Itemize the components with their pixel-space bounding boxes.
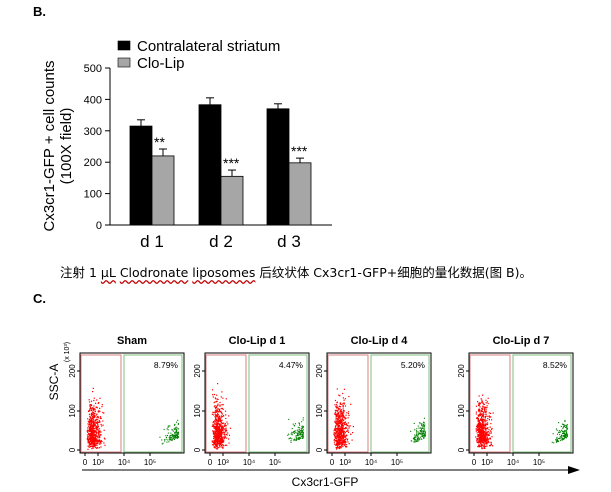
- flow-gate-percent: 8.79%: [154, 360, 179, 370]
- bar-clo-lip-3: [288, 162, 312, 226]
- bar-clo-lip-1: [151, 155, 175, 226]
- caption-text-6: liposomes: [192, 265, 256, 280]
- flow-y-tick-label: 100: [193, 404, 202, 418]
- flow-gate-positive: [370, 354, 430, 453]
- bar-chart: 0 100 200 300 400 500 ** d 1 *** d 2 *** d 3 Contr…: [41, 38, 332, 251]
- flow-y-tick-label: 200: [193, 364, 202, 378]
- flow-cytometry-chart: Sham 8.79% 0 100 200 0 10³ 10⁴ 10⁵ Clo-Lip d 1 4.4…: [47, 335, 580, 489]
- flow-panel-2: Clo-Lip d 1 4.47% 0 100 200 0 10³ 10⁴ 10⁵: [193, 335, 310, 467]
- flow-y-tick-label: 0: [315, 447, 324, 452]
- flow-gate-positive: [123, 354, 183, 453]
- flow-y-tick-label: 0: [193, 447, 202, 452]
- flow-scatter-points: [475, 394, 569, 450]
- flow-panel-title: Clo-Lip d 4: [351, 335, 409, 347]
- flow-panel-frame: [79, 352, 185, 454]
- bar-contralateral-3: [266, 108, 290, 226]
- flow-scatter-points: [333, 388, 427, 450]
- legend-swatch-2: [117, 57, 131, 68]
- flow-gate-percent: 5.20%: [401, 360, 426, 370]
- flow-y-tick-label: 200: [68, 364, 77, 378]
- bar-clo-lip-2: [220, 175, 244, 226]
- significance-marker: **: [154, 134, 165, 150]
- y-tick-label: 200: [84, 157, 102, 169]
- flow-panel-title: Sham: [117, 335, 147, 347]
- flow-x-tick-label: 0: [330, 458, 335, 467]
- flow-y-axis-unit: (x 10³): [64, 342, 71, 362]
- flow-gate-negative: [80, 354, 122, 453]
- flow-y-axis-label: SSC-A: [47, 364, 61, 401]
- significance-marker: ***: [291, 143, 308, 159]
- caption-text-4: Clodronate: [119, 265, 189, 280]
- panel-c-label: C.: [33, 291, 46, 306]
- flow-x-tick-label: 10⁴: [118, 458, 131, 467]
- flow-gate-percent: 4.47%: [279, 360, 304, 370]
- flow-y-tick-label: 0: [68, 447, 77, 452]
- flow-x-tick-label: 0: [83, 458, 88, 467]
- legend-label-1: Contralateral striatum: [137, 38, 280, 55]
- flow-x-tick-label: 10³: [92, 458, 104, 467]
- flow-panel-frame: [468, 352, 574, 454]
- flow-y-tick-label: 100: [68, 404, 77, 418]
- flow-x-tick-label: 0: [472, 458, 477, 467]
- caption-text-1: 注射 1: [60, 265, 101, 280]
- y-tick-label: 300: [84, 126, 102, 138]
- y-axis-label-line1: Cx3cr1-GFP + cell counts: [41, 60, 58, 231]
- flow-x-tick-label: 10³: [339, 458, 351, 467]
- caption-text-7: 后纹状体 Cx3cr1-GFP+细胞的量化数据(图 B)。: [255, 265, 533, 280]
- caption-text-2: μL: [100, 265, 116, 280]
- flow-x-tick-label: 10³: [217, 458, 229, 467]
- flow-scatter-points: [86, 387, 180, 450]
- flow-gate-negative: [469, 354, 511, 453]
- flow-x-tick-label: 10³: [481, 458, 493, 467]
- flow-panel-3: Clo-Lip d 4 5.20% 0 100 200 0 10³ 10⁴ 10⁵: [315, 335, 432, 467]
- flow-gate-positive: [512, 354, 572, 453]
- significance-marker: ***: [223, 155, 240, 171]
- flow-panel-title: Clo-Lip d 1: [229, 335, 286, 347]
- flow-gate-negative: [205, 354, 247, 453]
- flow-panel-4: Clo-Lip d 7 8.52% 0 100 200 0 10³ 10⁴ 10⁵: [457, 335, 574, 467]
- flow-panel-frame: [204, 352, 310, 454]
- y-tick-label: 500: [84, 63, 102, 75]
- flow-panel-frame: [326, 352, 432, 454]
- legend-swatch-1: [117, 40, 131, 51]
- flow-x-tick-label: 10⁵: [269, 458, 281, 467]
- flow-x-tick-label: 10⁴: [243, 458, 256, 467]
- flow-x-axis-label: Cx3cr1-GFP: [292, 475, 359, 489]
- bar-contralateral-1: [129, 125, 153, 226]
- y-tick-label: 0: [96, 220, 102, 232]
- figure-caption: 注射 1 μL Clodronate liposomes 后纹状体 Cx3cr1…: [60, 262, 600, 281]
- flow-panel-title: Clo-Lip d 7: [493, 335, 550, 347]
- flow-x-tick-label: 10⁴: [365, 458, 378, 467]
- flow-x-tick-label: 10⁵: [391, 458, 403, 467]
- x-tick-label: d 2: [209, 232, 233, 251]
- flow-x-tick-label: 10⁴: [507, 458, 520, 467]
- flow-x-tick-label: 10⁵: [533, 458, 545, 467]
- flow-panel-1: Sham 8.79% 0 100 200 0 10³ 10⁴ 10⁵: [68, 335, 185, 467]
- flow-y-tick-label: 200: [315, 364, 324, 378]
- y-tick-label: 100: [84, 189, 102, 201]
- flow-y-tick-label: 0: [457, 447, 466, 452]
- flow-y-tick-label: 100: [457, 404, 466, 418]
- bar-contralateral-2: [198, 104, 222, 226]
- flow-gate-negative: [327, 354, 369, 453]
- flow-x-tick-label: 0: [208, 458, 213, 467]
- flow-scatter-points: [211, 383, 304, 450]
- y-tick-label: 400: [84, 94, 102, 106]
- legend-label-2: Clo-Lip: [137, 55, 185, 72]
- flow-gate-percent: 8.52%: [543, 360, 568, 370]
- flow-x-tick-label: 10⁵: [144, 458, 156, 467]
- flow-x-axis-arrow-head: [568, 466, 580, 474]
- x-tick-label: d 1: [140, 232, 164, 251]
- flow-y-tick-label: 200: [457, 364, 466, 378]
- panel-b-label: B.: [33, 4, 46, 19]
- flow-gate-positive: [248, 354, 308, 453]
- y-axis-label-line2: (100X field): [58, 108, 75, 185]
- flow-y-tick-label: 100: [315, 404, 324, 418]
- x-tick-label: d 3: [277, 232, 301, 251]
